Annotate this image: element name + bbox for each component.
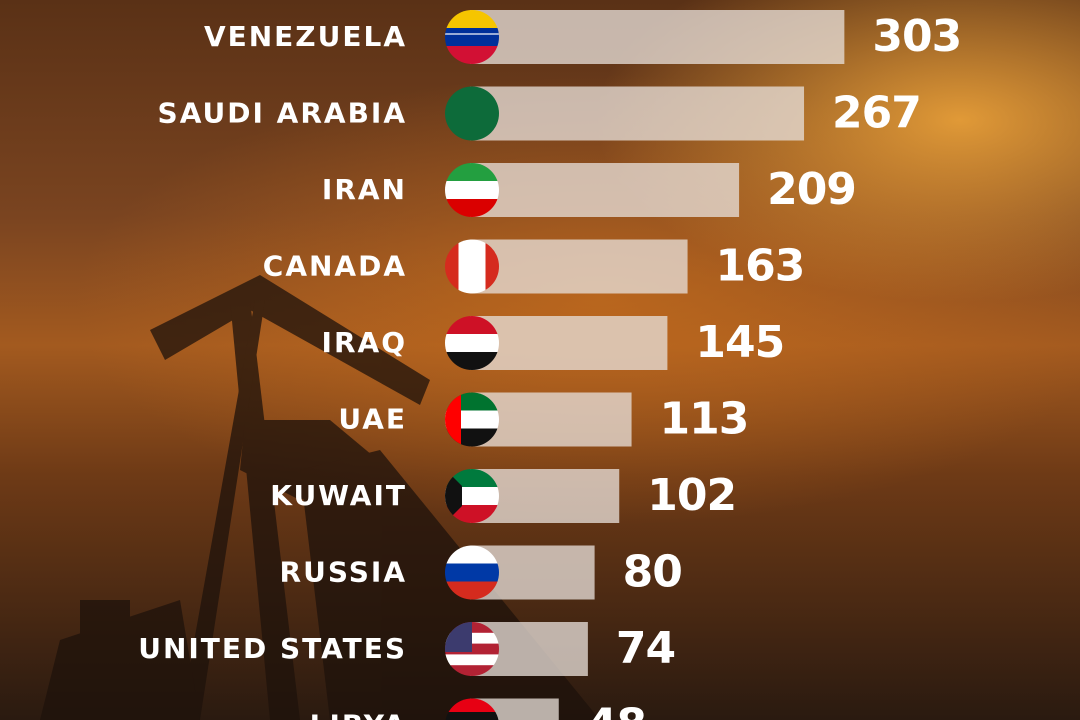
flag xyxy=(445,86,499,141)
category-label: RUSSIA xyxy=(280,556,407,589)
flag-stripe xyxy=(445,665,499,676)
category-label: UAE xyxy=(338,403,407,436)
category-label: VENEZUELA xyxy=(204,20,407,53)
value-label: 74 xyxy=(616,623,675,674)
flag-stripe xyxy=(445,545,499,564)
flag xyxy=(445,163,499,217)
category-label: IRAQ xyxy=(322,326,407,359)
flag-stripe xyxy=(445,563,499,582)
flag-stripe xyxy=(445,163,499,182)
flag-stripe xyxy=(445,316,499,335)
value-label: 48 xyxy=(587,700,646,720)
flag-stripe xyxy=(445,352,499,370)
flag-stripe xyxy=(445,28,499,47)
value-label: 113 xyxy=(660,394,749,445)
flag-stripe xyxy=(445,239,459,294)
flag-stripe xyxy=(445,181,499,200)
bar xyxy=(470,163,740,217)
value-label: 303 xyxy=(872,11,961,62)
value-label: 145 xyxy=(695,317,784,368)
bar xyxy=(470,239,688,294)
bar xyxy=(470,316,668,370)
flag-stripe xyxy=(445,712,499,720)
flag-stripe xyxy=(445,392,461,447)
flag xyxy=(445,545,499,600)
bar xyxy=(470,86,805,141)
flag-stripe xyxy=(445,199,499,217)
flag-stripe xyxy=(458,239,486,294)
flag xyxy=(445,392,499,447)
value-label: 102 xyxy=(647,470,736,521)
bar xyxy=(470,10,845,64)
flag-stripe xyxy=(445,334,499,353)
flag-stripe xyxy=(445,654,499,666)
flag xyxy=(445,10,499,64)
category-label: UNITED STATES xyxy=(138,632,407,665)
category-label: KUWAIT xyxy=(270,479,407,512)
category-label: LIBYA xyxy=(310,709,407,720)
flag-stripe xyxy=(445,46,499,64)
value-label: 80 xyxy=(623,547,682,598)
flag-stripe xyxy=(445,581,499,600)
category-label: SAUDI ARABIA xyxy=(158,97,407,130)
value-label: 267 xyxy=(832,88,921,139)
flag xyxy=(445,316,499,370)
flag-stripe xyxy=(445,469,462,523)
category-label: IRAN xyxy=(322,173,407,206)
flag-stripe xyxy=(445,10,499,29)
value-label: 163 xyxy=(716,241,805,292)
flag-stripe xyxy=(445,33,499,35)
flag xyxy=(445,469,499,523)
category-label: CANADA xyxy=(263,250,407,283)
flag-stripe xyxy=(445,86,499,141)
value-label: 209 xyxy=(767,164,856,215)
